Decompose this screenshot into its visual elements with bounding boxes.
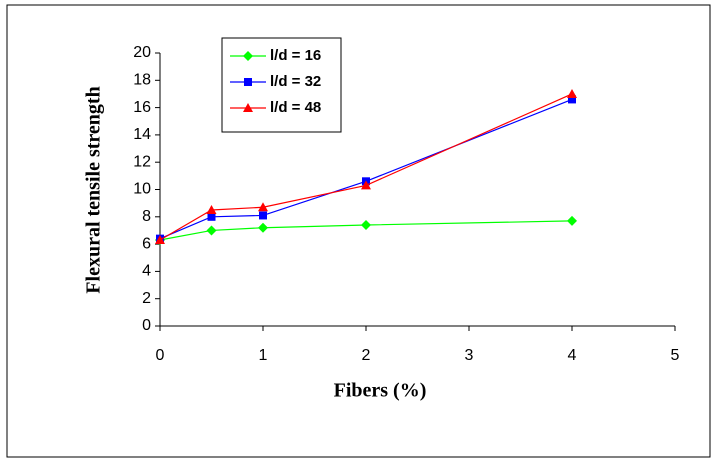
y-tick-label: 16 [133,99,151,116]
x-axis-label: Fibers (%) [334,380,427,402]
y-tick-label: 18 [133,72,151,89]
marker [155,235,165,245]
x-tick-label: 2 [362,347,371,364]
marker [206,204,217,214]
chart-border [6,4,711,458]
marker [567,88,577,98]
y-tick-label: 20 [133,44,151,61]
marker [244,78,252,86]
marker [207,212,216,221]
x-tick-label: 4 [568,347,577,364]
y-tick-label: 6 [142,235,151,252]
marker [206,225,217,236]
y-axis-label: Flexural tensile strength [83,86,105,293]
legend-label: l/d = 48 [270,99,321,116]
marker [243,103,253,112]
y-tick-label: 0 [142,317,151,334]
legend-box [221,37,342,133]
marker [258,222,268,233]
x-tick-label: 3 [465,347,474,364]
y-tick-label: 14 [133,126,151,143]
marker [361,219,371,230]
y-tick-label: 8 [142,208,151,225]
x-tick-label: 5 [671,347,680,364]
marker [361,180,371,190]
legend-label: l/d = 16 [270,47,321,64]
marker [568,95,576,104]
y-tick-label: 4 [142,263,151,280]
x-tick-label: 1 [259,347,268,364]
legend-label: l/d = 32 [270,73,321,90]
y-tick-label: 10 [133,181,151,198]
marker [259,211,267,220]
y-tick-label: 2 [142,290,151,307]
y-tick-label: 12 [133,153,151,170]
marker [567,215,577,226]
marker [243,51,253,61]
x-tick-label: 0 [156,347,165,364]
marker [258,202,268,212]
